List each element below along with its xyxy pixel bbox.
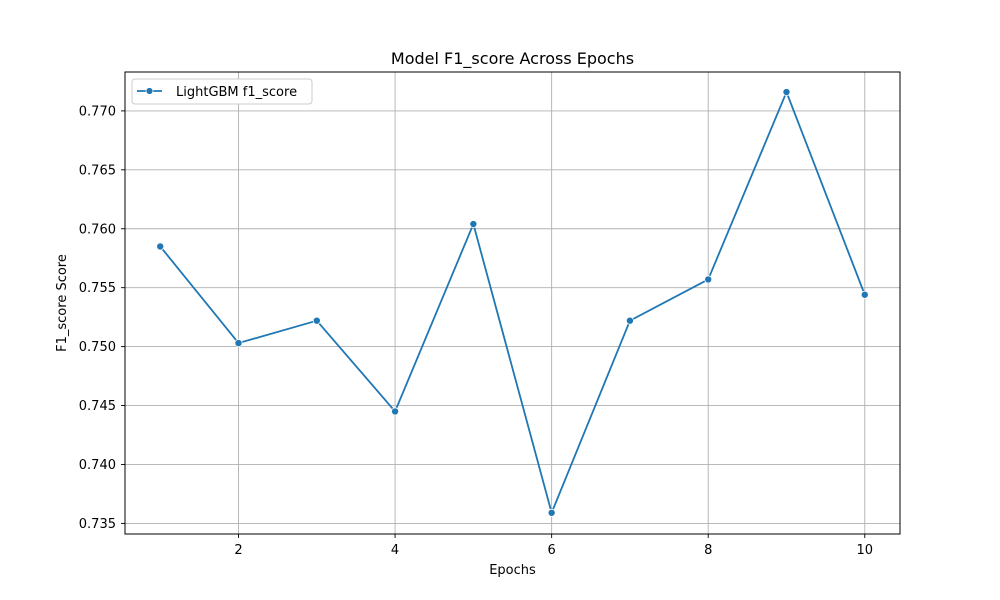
plot-frame	[124, 71, 901, 535]
x-tick-label: 10	[856, 543, 873, 558]
legend-marker-swatch	[145, 87, 154, 95]
y-tick-label: 0.735	[79, 517, 116, 532]
y-tick-label: 0.740	[79, 458, 116, 473]
tick-layer: 2 4 6 8 10 0.735 0.740 0.745 0.750 0.755 0.760 0.76…	[79, 104, 873, 558]
data-point	[391, 407, 400, 416]
chart-title: Model F1_score Across Epochs	[391, 49, 634, 69]
x-axis-label: Epochs	[489, 563, 536, 578]
plot-layer	[156, 88, 869, 517]
y-tick-label: 0.745	[79, 399, 116, 414]
grid-layer	[125, 72, 900, 534]
x-tick-label: 8	[704, 543, 712, 558]
data-point	[234, 339, 243, 348]
y-tick-label: 0.755	[79, 281, 116, 296]
data-point	[312, 316, 321, 325]
x-tick-label: 6	[548, 543, 556, 558]
y-axis-label: F1_score Score	[55, 254, 70, 352]
series-line	[159, 91, 866, 514]
data-point	[547, 508, 556, 517]
y-tick-label: 0.765	[79, 163, 116, 178]
y-tick-label: 0.760	[79, 222, 116, 237]
legend: LightGBM f1_score	[131, 78, 313, 105]
x-tick-label: 4	[391, 543, 399, 558]
legend-label: LightGBM f1_score	[176, 85, 297, 100]
data-point	[782, 88, 791, 97]
x-tick-label: 2	[234, 543, 242, 558]
data-point	[469, 220, 478, 229]
data-point	[860, 290, 869, 299]
y-tick-label: 0.750	[79, 340, 116, 355]
data-point	[625, 316, 634, 325]
data-point	[704, 275, 713, 284]
y-tick-label: 0.770	[79, 104, 116, 119]
data-point	[156, 242, 165, 251]
legend-box	[131, 78, 313, 105]
